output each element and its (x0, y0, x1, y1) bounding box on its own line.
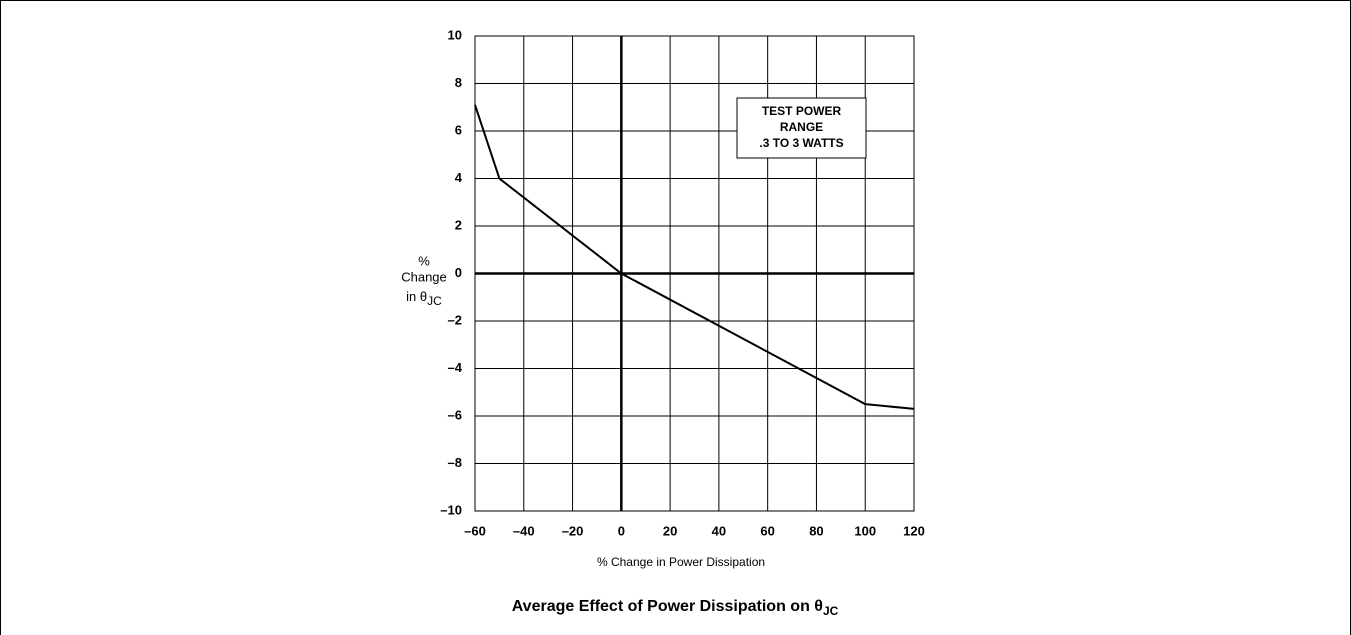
data-line (474, 104, 915, 410)
x-tick-label: 20 (663, 523, 677, 538)
x-tick-label: 60 (760, 523, 774, 538)
x-tick-label: 80 (809, 523, 823, 538)
x-tick-label: 40 (712, 523, 726, 538)
title-subscript: JC (823, 604, 839, 618)
y-tick-label: 0 (455, 265, 462, 280)
chart-title: Average Effect of Power Dissipation on θ… (512, 598, 839, 618)
y-label-main: in θ (406, 289, 427, 304)
y-axis-label: Change (401, 269, 447, 284)
y-tick-label: 4 (455, 170, 463, 185)
annotation-box (736, 97, 867, 159)
x-axis-label: % Change in Power Dissipation (597, 555, 765, 569)
x-tick-label: 0 (618, 523, 625, 538)
y-axis-label: % (418, 253, 430, 268)
y-tick-label: –6 (448, 407, 462, 422)
x-tick-label: 120 (903, 523, 925, 538)
title-main: Average Effect of Power Dissipation on θ (512, 598, 823, 615)
x-tick-label: –40 (513, 523, 535, 538)
y-tick-label: –2 (448, 312, 462, 327)
y-tick-label: –8 (448, 455, 462, 470)
x-tick-label: 100 (854, 523, 876, 538)
y-tick-label: –4 (448, 360, 463, 375)
y-axis-label: in θJC (406, 289, 442, 308)
y-tick-label: 6 (455, 122, 462, 137)
annotation: TEST POWER (762, 104, 842, 118)
annotation: .3 TO 3 WATTS (759, 136, 843, 150)
y-label-subscript: JC (427, 294, 442, 308)
x-tick-label: –20 (562, 523, 584, 538)
x-tick-label: –60 (464, 523, 486, 538)
y-tick-label: 10 (448, 27, 462, 42)
y-tick-label: 2 (455, 217, 462, 232)
annotation: RANGE (780, 120, 823, 134)
y-tick-label: –10 (440, 502, 462, 517)
y-tick-label: 8 (455, 75, 462, 90)
